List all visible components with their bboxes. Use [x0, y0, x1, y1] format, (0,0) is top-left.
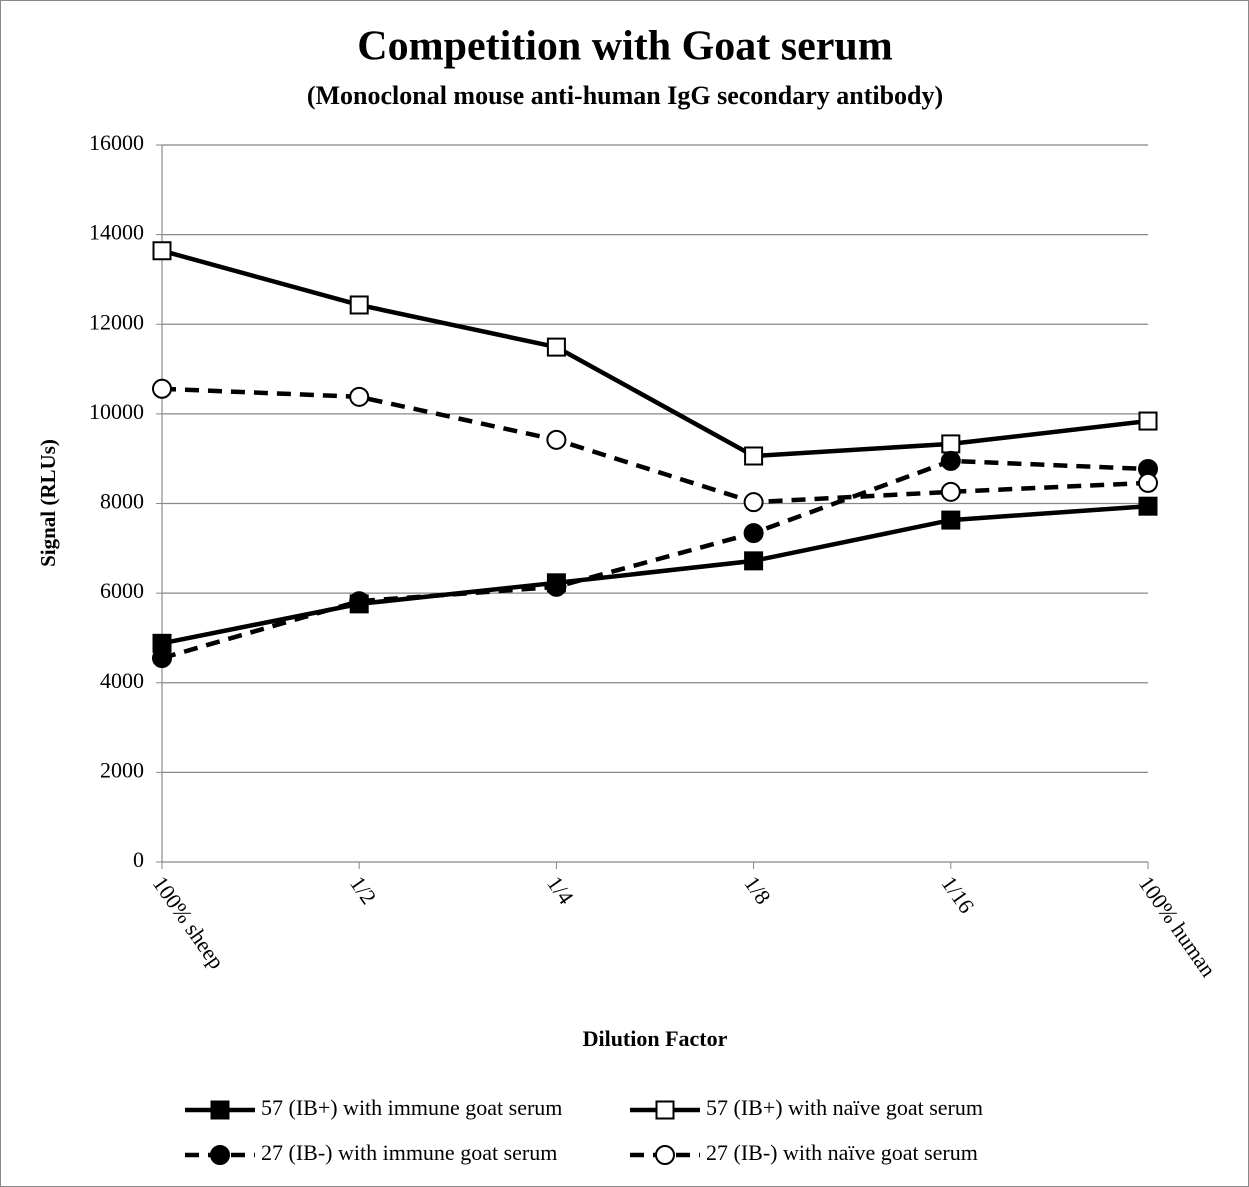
marker [349, 295, 369, 315]
marker [546, 576, 567, 597]
y-tick-label: 2000 [100, 757, 144, 782]
marker [152, 378, 172, 399]
marker [743, 492, 764, 513]
y-axis-title: Signal (RLUs) [36, 439, 60, 567]
y-tick-label: 14000 [89, 220, 144, 245]
x-axis-title: Dilution Factor [583, 1026, 728, 1051]
legend-marker [655, 1145, 675, 1165]
y-tick-label: 16000 [89, 130, 144, 155]
marker [349, 386, 370, 407]
marker [349, 591, 370, 612]
marker [1138, 411, 1158, 431]
legend-marker [210, 1145, 230, 1165]
marker [1138, 496, 1158, 516]
y-tick-label: 0 [133, 847, 144, 872]
marker [1138, 472, 1158, 493]
y-tick-label: 4000 [100, 668, 144, 693]
marker [152, 241, 172, 261]
legend-label: 27 (IB-) with naïve goat serum [706, 1140, 978, 1165]
marker [941, 510, 961, 530]
marker [152, 648, 172, 669]
chart-title: Competition with Goat serum [357, 24, 892, 70]
series-line [161, 248, 1149, 459]
marker [744, 551, 764, 571]
legend-marker [655, 1100, 675, 1120]
marker [941, 434, 961, 454]
marker [940, 481, 961, 502]
y-tick-label: 12000 [89, 309, 144, 334]
legend-label: 27 (IB-) with immune goat serum [261, 1140, 557, 1165]
legend-label: 57 (IB+) with immune goat serum [261, 1095, 562, 1120]
legend-marker [210, 1100, 230, 1120]
y-tick-label: 6000 [100, 578, 144, 603]
y-tick-label: 8000 [100, 489, 144, 514]
marker [546, 337, 566, 357]
chart-subtitle: (Monoclonal mouse anti-human IgG seconda… [307, 81, 943, 110]
series-line [161, 458, 1149, 661]
marker [744, 446, 764, 466]
marker [940, 450, 961, 471]
legend-label: 57 (IB+) with naïve goat serum [706, 1095, 983, 1120]
series-line [161, 386, 1149, 505]
marker [743, 523, 764, 544]
y-tick-label: 10000 [89, 399, 144, 424]
marker [546, 429, 567, 450]
